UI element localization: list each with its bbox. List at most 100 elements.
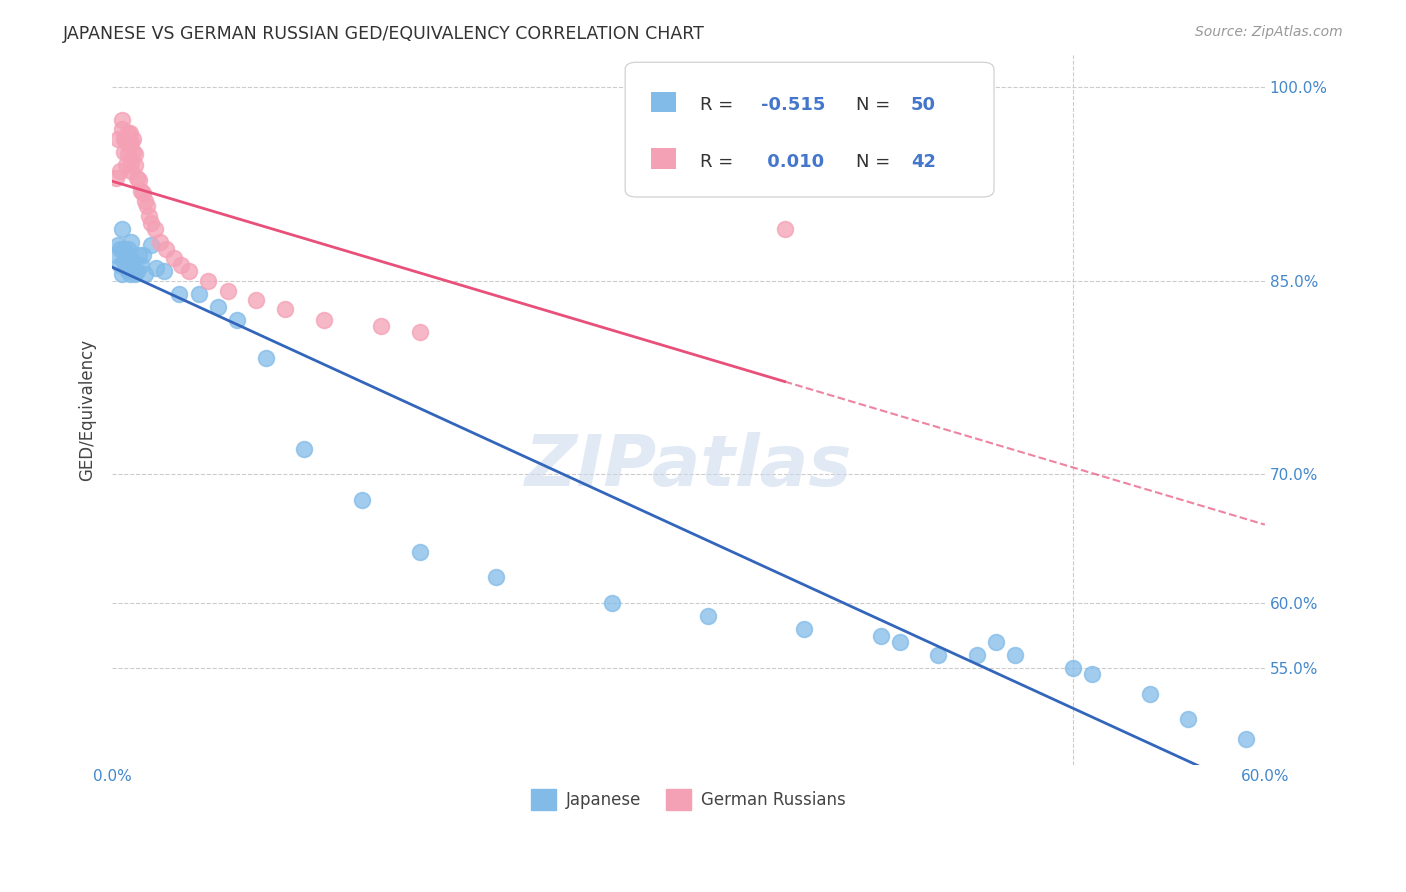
Point [111,121,134,136]
Point [132,248,155,262]
Point [120,260,142,275]
Point [114,248,136,262]
Point [128,173,150,187]
Point [111,112,134,127]
Point [274,302,297,317]
Point [120,155,142,169]
Text: 50: 50 [911,96,936,114]
Point [120,235,142,249]
Point [120,164,142,178]
Point [1062,661,1084,675]
Point [408,544,430,558]
Point [793,622,815,636]
Text: R =: R = [700,96,740,114]
Point [117,263,139,277]
Legend: Japanese, German Russians: Japanese, German Russians [524,783,853,816]
Point [254,351,277,366]
Point [122,132,145,146]
Point [600,596,623,610]
Text: ZIPatlas: ZIPatlas [524,432,852,501]
Point [118,268,141,282]
FancyBboxPatch shape [651,148,676,169]
Text: N =: N = [856,96,896,114]
Point [114,251,136,265]
Point [122,254,145,268]
Point [139,237,162,252]
Point [111,268,134,282]
Point [117,242,139,256]
Point [139,216,162,230]
Point [124,147,146,161]
Point [773,222,796,236]
Point [170,259,193,273]
Point [984,635,1007,649]
Point [217,284,239,298]
Point [112,132,135,146]
Point [207,300,229,314]
Point [117,126,139,140]
Point [108,259,131,273]
Text: Source: ZipAtlas.com: Source: ZipAtlas.com [1195,25,1343,39]
Point [107,132,129,146]
Point [312,312,335,326]
Point [114,260,136,275]
Point [132,186,155,201]
Point [111,222,134,236]
Point [869,628,891,642]
Point [155,242,177,256]
Point [122,145,145,159]
Point [169,286,191,301]
Point [485,570,508,584]
Point [370,318,392,333]
Point [105,248,128,262]
Point [927,648,949,662]
Point [118,251,141,265]
Point [966,648,988,662]
Point [1004,648,1026,662]
Point [134,268,156,282]
Point [129,184,152,198]
Point [124,158,146,172]
Point [112,254,135,268]
Point [118,126,141,140]
Point [108,164,131,178]
Point [127,170,149,185]
Point [112,145,135,159]
Text: -0.515: -0.515 [761,96,825,114]
Point [153,263,176,277]
Text: 0.010: 0.010 [761,153,824,171]
Text: R =: R = [700,153,740,171]
FancyBboxPatch shape [651,92,676,112]
Point [889,635,911,649]
Point [112,242,135,256]
Point [408,326,430,340]
Point [105,170,128,185]
Point [134,194,156,208]
Point [127,263,149,277]
Point [120,135,142,149]
Point [350,493,373,508]
Point [187,286,209,301]
Point [129,259,152,273]
Point [124,268,146,282]
Point [1234,731,1257,746]
Point [1081,667,1104,681]
Text: JAPANESE VS GERMAN RUSSIAN GED/EQUIVALENCY CORRELATION CHART: JAPANESE VS GERMAN RUSSIAN GED/EQUIVALEN… [63,25,706,43]
Point [114,135,136,149]
Point [108,242,131,256]
Point [292,442,315,456]
Point [245,293,267,308]
Point [149,235,172,249]
Point [128,248,150,262]
Point [118,138,141,153]
Point [117,147,139,161]
Point [163,251,186,265]
Point [135,199,157,213]
Point [114,158,136,172]
Point [1177,712,1199,726]
Point [226,312,249,326]
Text: 42: 42 [911,153,936,171]
Point [197,274,219,288]
Y-axis label: GED/Equivalency: GED/Equivalency [79,339,96,481]
FancyBboxPatch shape [626,62,994,197]
